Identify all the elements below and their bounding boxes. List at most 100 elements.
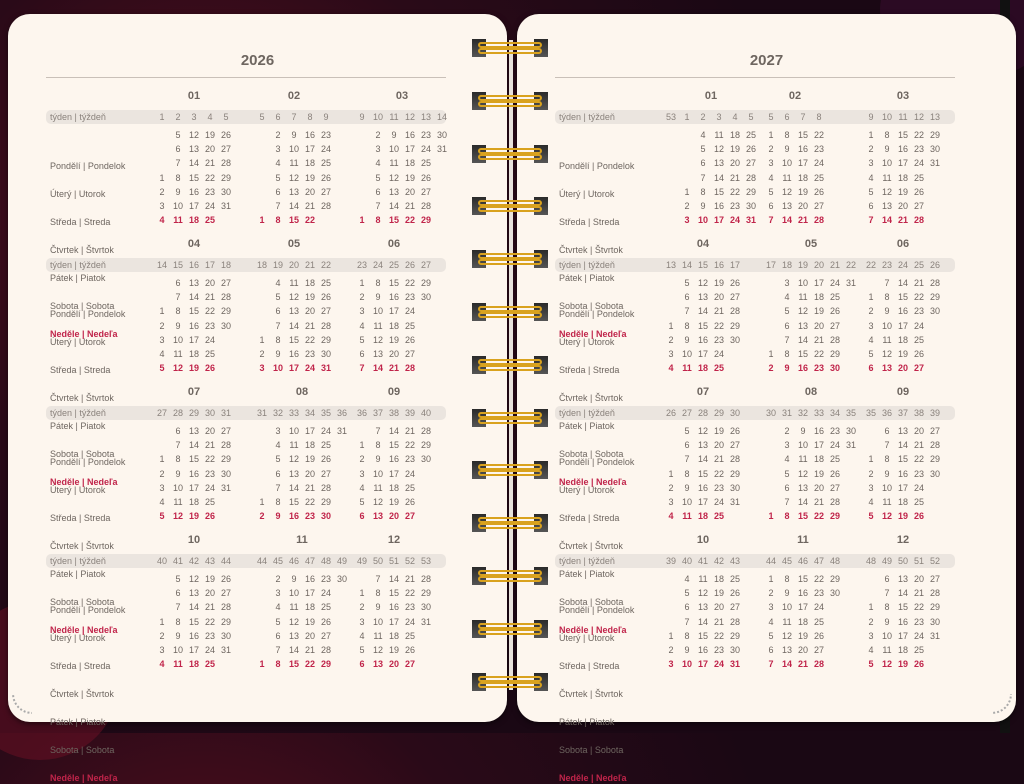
sunday-date: 25 (713, 511, 724, 522)
date: 31 (929, 630, 940, 641)
sunday-date: 29 (320, 659, 331, 670)
date: 22 (913, 602, 924, 613)
week-number: 41 (697, 556, 708, 566)
date: 28 (929, 440, 940, 451)
date: 14 (697, 306, 708, 317)
spiral-ring (472, 619, 548, 638)
date: 14 (288, 645, 299, 655)
date: 19 (388, 645, 399, 655)
date: 5 (359, 334, 365, 345)
date: 2 (275, 574, 281, 584)
week-number-band (46, 110, 446, 124)
sunday-date: 25 (713, 363, 724, 374)
date: 9 (275, 349, 281, 359)
date: 16 (897, 144, 908, 155)
week-number: 26 (404, 260, 415, 270)
date: 15 (897, 454, 908, 465)
date: 11 (289, 602, 299, 613)
date: 12 (697, 588, 708, 599)
date: 25 (729, 574, 740, 584)
sunday-date: 20 (388, 659, 399, 670)
week-number-band (46, 554, 446, 568)
date: 26 (220, 574, 231, 584)
date: 2 (768, 588, 774, 599)
week-number: 20 (813, 260, 824, 270)
date: 29 (929, 602, 940, 613)
day-label: Pátek | Piatok (559, 273, 615, 283)
date: 16 (897, 306, 908, 317)
date: 12 (372, 497, 383, 507)
week-number: 25 (388, 260, 399, 270)
date: 10 (797, 278, 808, 288)
date: 7 (275, 645, 281, 655)
date: 4 (275, 158, 281, 169)
date: 28 (420, 201, 431, 211)
date: 20 (713, 602, 724, 613)
week-number: 8 (816, 112, 822, 122)
date: 13 (288, 468, 299, 479)
ring-wire (478, 200, 542, 207)
spiral-ring (472, 39, 548, 57)
date: 28 (320, 320, 331, 331)
month-name: 02 (287, 90, 301, 102)
week-number: 11 (389, 112, 399, 122)
date: 2 (259, 349, 265, 359)
date: 13 (781, 645, 792, 655)
day-label: Sobota | Sobota (559, 301, 624, 311)
date: 12 (288, 292, 299, 303)
date: 5 (684, 426, 690, 436)
day-label: Pátek | Piatok (50, 273, 106, 283)
date: 9 (684, 645, 690, 655)
date: 11 (882, 497, 892, 507)
date: 3 (359, 306, 365, 317)
day-label: Středa | Streda (50, 513, 111, 523)
date: 19 (713, 426, 724, 436)
corner-stitching (972, 674, 1012, 714)
date: 11 (173, 349, 183, 359)
week-number: 36 (356, 408, 367, 418)
week-number: 5 (259, 112, 265, 122)
date: 9 (800, 426, 806, 436)
date: 17 (797, 602, 808, 613)
ring-wire (478, 306, 542, 312)
day-label: Středa | Streda (559, 513, 620, 523)
date: 14 (388, 426, 399, 436)
date: 10 (881, 482, 892, 493)
day-label: Úterý | Utorok (559, 189, 615, 199)
date: 27 (729, 292, 740, 303)
week-number: 38 (913, 408, 924, 418)
date: 23 (829, 426, 840, 436)
date: 31 (845, 278, 856, 288)
date: 14 (188, 158, 199, 169)
date: 28 (420, 574, 431, 584)
week-number: 10 (372, 112, 383, 122)
date: 23 (729, 201, 740, 211)
week-number: 21 (304, 260, 315, 270)
date: 22 (913, 130, 924, 140)
spiral-ring (472, 197, 548, 216)
date: 2 (375, 130, 381, 140)
date: 1 (668, 320, 674, 331)
week-number: 31 (256, 408, 267, 418)
sunday-date: 13 (881, 363, 892, 374)
ring-wire (478, 411, 542, 418)
date: 21 (813, 334, 824, 345)
spiral-ring (472, 144, 548, 163)
date: 5 (768, 630, 774, 641)
day-label: Sobota | Sobota (559, 745, 624, 755)
date: 10 (172, 201, 183, 211)
date: 4 (359, 630, 365, 641)
date: 16 (813, 426, 824, 436)
date: 21 (404, 574, 415, 584)
date: 12 (797, 306, 808, 317)
date: 8 (784, 574, 790, 584)
date: 19 (304, 172, 315, 183)
week-number: 9 (359, 112, 365, 122)
sunday-date: 21 (897, 215, 908, 226)
date: 23 (713, 334, 724, 345)
month-name: 02 (788, 90, 802, 102)
date: 27 (320, 630, 331, 641)
date: 27 (729, 602, 740, 613)
sunday-date: 14 (781, 659, 792, 670)
sunday-date: 6 (359, 511, 365, 522)
